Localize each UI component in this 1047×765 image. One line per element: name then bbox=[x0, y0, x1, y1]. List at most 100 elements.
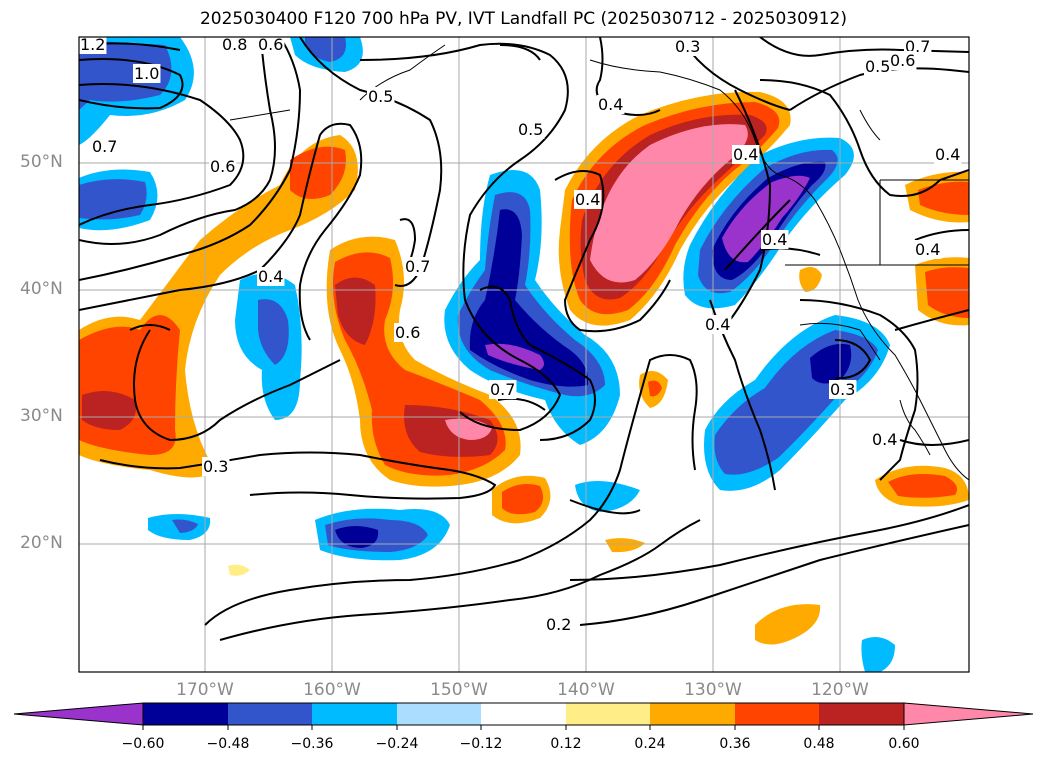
contour-label-halo bbox=[91, 137, 119, 156]
clabel-17: 0.7 bbox=[490, 380, 515, 399]
contour-label-halo bbox=[889, 51, 917, 70]
anomaly-neg-w48-core bbox=[79, 179, 147, 220]
clabel-11: 0.7 bbox=[405, 257, 430, 276]
contour-label-halo bbox=[404, 257, 432, 276]
contour-label-halo bbox=[79, 35, 107, 54]
contour-label-halo bbox=[367, 87, 395, 106]
clabel-13: 0.4 bbox=[258, 267, 283, 286]
anomaly-pos-small-2-red bbox=[648, 380, 662, 397]
contour-label-halo bbox=[257, 267, 285, 286]
clabel-16: 0.4 bbox=[935, 145, 960, 164]
clabel-22: 0.4 bbox=[705, 315, 730, 334]
colorbar-seg-4 bbox=[397, 703, 481, 725]
anomaly-neg-south-4 bbox=[861, 636, 895, 672]
colorbar-tick-6: 0.12 bbox=[550, 736, 582, 752]
colorbar-tick-3: −0.36 bbox=[290, 736, 334, 752]
contour-label-halo bbox=[517, 120, 545, 139]
colorbar-tick-9: 0.48 bbox=[803, 736, 835, 752]
pv-contours bbox=[79, 37, 969, 641]
clabel-6: 0.5 bbox=[368, 87, 393, 106]
contour-label-halo bbox=[597, 95, 625, 114]
lon-label-120w: 120°W bbox=[811, 680, 869, 700]
clabel-4: 0.6 bbox=[258, 35, 283, 54]
colorbar-seg-5 bbox=[481, 703, 566, 725]
colorbar-tick-5: −0.12 bbox=[459, 736, 503, 752]
contour-label-halo bbox=[829, 380, 857, 399]
anomaly-pos-ne-pink bbox=[590, 124, 748, 283]
contour-label-halo bbox=[704, 315, 732, 334]
anomaly-neg-south-2-core bbox=[335, 526, 379, 548]
colorbar-tick-10: 0.60 bbox=[888, 736, 920, 752]
colorbar-seg-1 bbox=[143, 703, 228, 725]
clabel-9: 0.5 bbox=[518, 120, 543, 139]
clabel-18: 0.6 bbox=[890, 51, 915, 70]
map-frame bbox=[78, 36, 970, 673]
anomaly-neg-coast-purple bbox=[722, 175, 810, 263]
anomaly-pos-east-mid-red bbox=[925, 267, 969, 318]
clabel-27: 0.2 bbox=[546, 615, 571, 634]
lat-label-20n: 20°N bbox=[20, 533, 63, 553]
contour-label-halo bbox=[871, 430, 899, 449]
anomaly-neg-central-core bbox=[469, 209, 589, 387]
clabel-15: 0.5 bbox=[865, 57, 890, 76]
colorbar bbox=[13, 702, 1034, 730]
contour-label-halo bbox=[674, 37, 702, 56]
colorbar-tick-7: 0.24 bbox=[634, 736, 666, 752]
colorbar-seg-2 bbox=[228, 703, 312, 725]
contour-labels: 1.2 1.0 0.8 0.6 0.3 0.5 0.7 0.6 0.5 0.4 … bbox=[79, 35, 962, 634]
clabel-19: 0.4 bbox=[915, 240, 940, 259]
clabel-5: 0.3 bbox=[675, 37, 700, 56]
anomaly-pos-central-dark bbox=[335, 277, 376, 345]
contour-label-halo bbox=[221, 35, 249, 54]
clabel-8: 0.6 bbox=[210, 157, 235, 176]
lon-label-170w: 170°W bbox=[176, 680, 234, 700]
contour-label-halo bbox=[732, 145, 760, 164]
clabel-3: 0.8 bbox=[222, 35, 247, 54]
contour-label-halo bbox=[761, 230, 789, 249]
lon-label-130w: 130°W bbox=[684, 680, 742, 700]
lon-label-140w: 140°W bbox=[557, 680, 615, 700]
clabel-20: 0.6 bbox=[395, 323, 420, 342]
colorbar-seg-6 bbox=[566, 703, 650, 725]
anomaly-neg-nw-core bbox=[79, 40, 172, 110]
clabel-10: 0.4 bbox=[575, 190, 600, 209]
contour-label-halo bbox=[394, 323, 422, 342]
anomaly-neg-se-core bbox=[810, 343, 852, 384]
contour-label-halo bbox=[864, 57, 892, 76]
map-title: 2025030400 F120 700 hPa PV, IVT Landfall… bbox=[199, 9, 847, 29]
lon-label-160w: 160°W bbox=[303, 680, 361, 700]
clabel-23: 0.4 bbox=[762, 230, 787, 249]
anomaly-neg-mid-west-core bbox=[258, 299, 289, 365]
colorbar-tick-4: −0.24 bbox=[375, 736, 419, 752]
clabel-1: 1.2 bbox=[80, 35, 105, 54]
anomaly-pos-east-low-red bbox=[888, 474, 958, 498]
coastlines bbox=[229, 44, 969, 481]
lon-label-150w: 150°W bbox=[430, 680, 488, 700]
anomaly-pos-south-4 bbox=[228, 564, 250, 576]
colorbar-frame bbox=[142, 702, 905, 726]
contour-label-halo bbox=[489, 380, 517, 399]
anomaly-pos-east-top-red bbox=[918, 181, 969, 215]
anomaly-pos-south-3 bbox=[605, 538, 645, 553]
contour-label-halo bbox=[257, 35, 285, 54]
anomaly-pos-south-1-red bbox=[502, 484, 544, 515]
colorbar-seg-7 bbox=[650, 703, 735, 725]
shaded-anomalies bbox=[79, 37, 969, 672]
clabel-25: 0.3 bbox=[203, 457, 228, 476]
colorbar-seg-9 bbox=[819, 703, 904, 725]
clabel-21: 0.4 bbox=[733, 145, 758, 164]
contour-label-halo bbox=[934, 145, 962, 164]
clabel-7: 0.7 bbox=[92, 137, 117, 156]
colorbar-tick-8: 0.36 bbox=[719, 736, 751, 752]
colorbar-seg-3 bbox=[312, 703, 397, 725]
anomaly-pos-south-2 bbox=[755, 604, 821, 645]
colorbar-tick-1: −0.60 bbox=[121, 736, 165, 752]
clabel-24: 0.3 bbox=[830, 380, 855, 399]
lat-label-40n: 40°N bbox=[20, 279, 63, 299]
lat-label-30n: 30°N bbox=[20, 406, 63, 426]
clabel-14: 0.4 bbox=[598, 95, 623, 114]
anomaly-pos-west-arc-mid bbox=[79, 315, 180, 455]
clabel-26: 0.4 bbox=[872, 430, 897, 449]
contour-label-halo bbox=[914, 240, 942, 259]
